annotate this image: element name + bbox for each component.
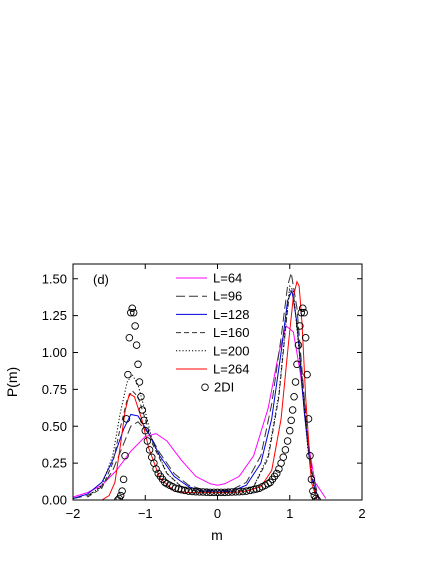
data-point bbox=[302, 334, 309, 341]
data-point bbox=[132, 323, 139, 330]
legend-label-l-128: L=128 bbox=[213, 307, 250, 322]
data-point bbox=[135, 361, 142, 368]
y-tick-label: 0.50 bbox=[42, 419, 67, 434]
x-tick-label: −2 bbox=[66, 506, 81, 521]
x-tick-label: 0 bbox=[214, 506, 221, 521]
data-point bbox=[126, 334, 133, 341]
y-tick-label: 1.00 bbox=[42, 345, 67, 360]
series-l-96-line bbox=[73, 273, 319, 499]
legend-label-l-160: L=160 bbox=[213, 325, 250, 340]
panel-label: (d) bbox=[93, 272, 109, 287]
data-point bbox=[120, 476, 127, 483]
data-point bbox=[284, 438, 291, 445]
legend: L=64 L=96 L=128 L=160 L=200 L=264 2DI bbox=[176, 271, 250, 395]
x-tick-label: 1 bbox=[286, 506, 293, 521]
data-point bbox=[292, 379, 299, 386]
data-point bbox=[291, 393, 298, 400]
data-point bbox=[125, 371, 132, 378]
data-point bbox=[129, 305, 136, 312]
y-tick-label: 0.25 bbox=[42, 456, 67, 471]
legend-swatch-2di bbox=[202, 384, 209, 391]
data-point bbox=[282, 447, 289, 454]
x-axis-label: m bbox=[211, 527, 223, 543]
y-tick-label: 1.50 bbox=[42, 271, 67, 286]
y-axis-label: P(m) bbox=[4, 367, 20, 397]
x-tick-label: 2 bbox=[358, 506, 365, 521]
y-tick-label: 0.00 bbox=[42, 493, 67, 508]
legend-label-l-64: L=64 bbox=[213, 271, 242, 286]
legend-label-l-200: L=200 bbox=[213, 343, 250, 358]
data-point bbox=[280, 454, 287, 461]
series-l-264-line bbox=[102, 282, 317, 500]
data-point bbox=[289, 407, 296, 414]
y-tick-label: 1.25 bbox=[42, 308, 67, 323]
data-point bbox=[139, 407, 146, 414]
legend-label-l-96: L=96 bbox=[213, 289, 242, 304]
series-l-200-line bbox=[87, 286, 315, 497]
data-point bbox=[288, 417, 295, 424]
x-tick-label: −1 bbox=[138, 506, 153, 521]
y-tick-label: 0.75 bbox=[42, 382, 67, 397]
legend-label-2di: 2DI bbox=[214, 380, 234, 395]
data-point bbox=[138, 393, 145, 400]
data-point bbox=[119, 488, 126, 495]
axis-ticks: −2 −1 0 1 2 0.00 0.25 0.50 0.75 1.00 1.25 1.50 bbox=[42, 264, 366, 521]
data-point bbox=[133, 342, 140, 349]
series-layer bbox=[73, 273, 326, 503]
legend-label-l-264: L=264 bbox=[213, 362, 250, 377]
data-point bbox=[136, 379, 143, 386]
data-point bbox=[286, 427, 293, 434]
